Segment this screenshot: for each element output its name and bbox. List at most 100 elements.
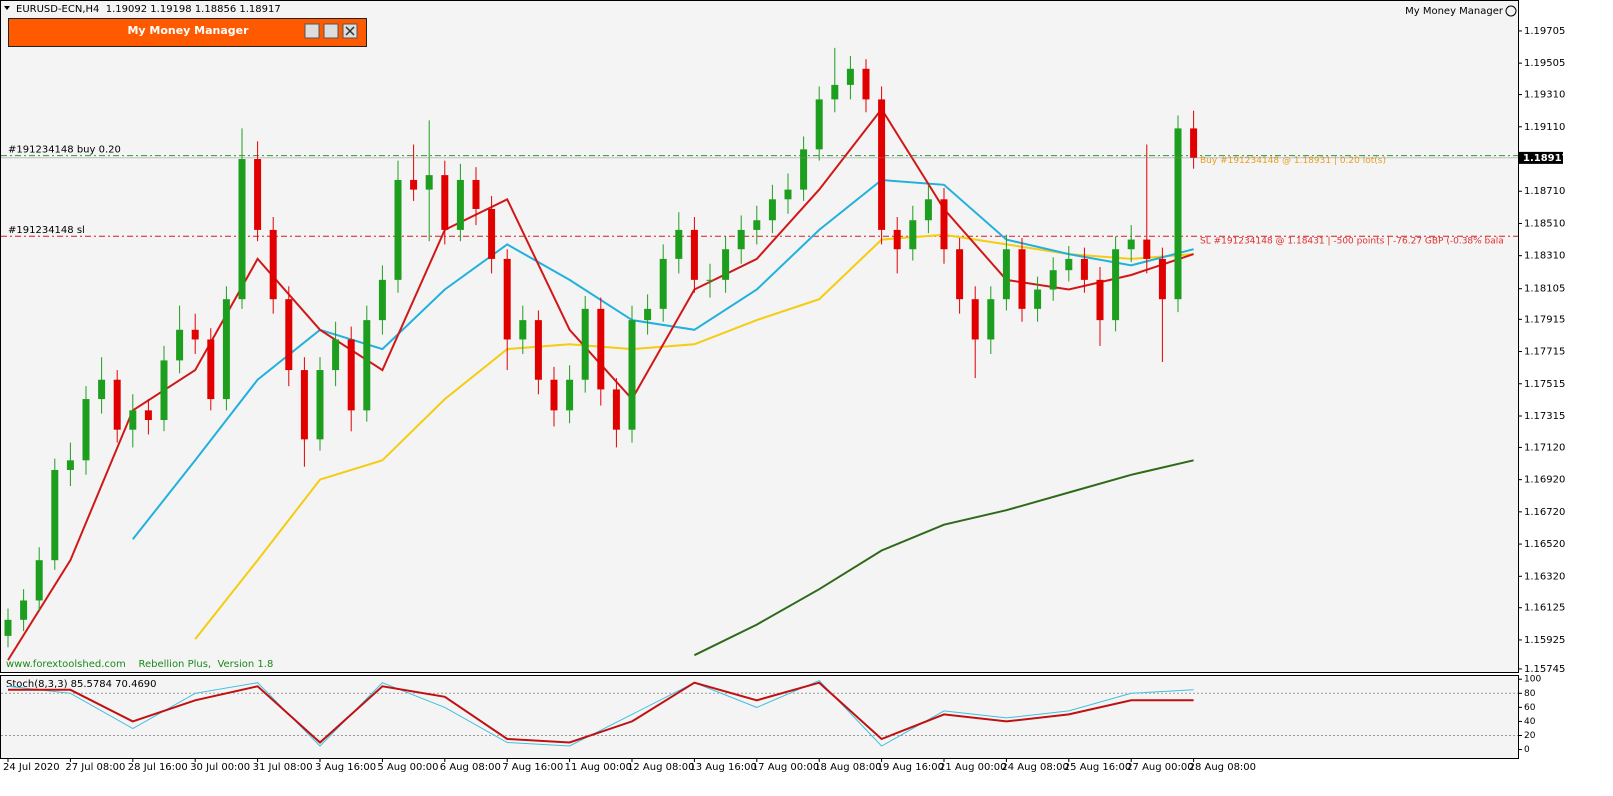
candle-body — [4, 619, 12, 636]
candle-body — [1127, 239, 1135, 250]
y-tick-label: 1.19110 — [1524, 122, 1565, 133]
candle-body — [597, 308, 605, 390]
x-tick-label: 11 Aug 00:00 — [565, 762, 632, 773]
x-tick-label: 6 Aug 08:00 — [440, 762, 501, 773]
candle-body — [706, 279, 714, 281]
candle-body — [1158, 258, 1166, 300]
y-tick-label: 1.16720 — [1524, 507, 1565, 518]
candle-body — [332, 339, 340, 371]
y-tick-label: 1.19310 — [1524, 90, 1565, 101]
footer-text: www.forextoolshed.com Rebellion Plus, Ve… — [6, 659, 273, 670]
candle-body — [753, 220, 761, 230]
y-tick-label: 1.15925 — [1524, 635, 1565, 646]
y-tick-label: 1.18510 — [1524, 218, 1565, 229]
x-tick-label: 24 Aug 08:00 — [1001, 762, 1068, 773]
order-label: #191234148 buy 0.20 — [8, 145, 121, 156]
y-tick-label: 1.17315 — [1524, 411, 1565, 422]
candle-body — [254, 159, 262, 230]
candle-body — [503, 258, 511, 340]
candle-body — [488, 208, 496, 259]
candle-body — [441, 175, 449, 230]
y-tick-label: 1.16520 — [1524, 539, 1565, 550]
y-tick-label: 1.18310 — [1524, 251, 1565, 262]
candle-body — [1174, 128, 1182, 300]
candle-body — [628, 320, 636, 430]
stoch-label: Stoch(8,3,3) 85.5784 70.4690 — [6, 679, 157, 690]
candle-body — [1034, 289, 1042, 309]
x-tick-label: 17 Aug 00:00 — [752, 762, 819, 773]
symbol-info: EURUSD-ECN,H4 1.19092 1.19198 1.18856 1.… — [16, 4, 281, 15]
y-tick-label: 1.16320 — [1524, 571, 1565, 582]
candle-body — [1049, 270, 1057, 290]
close-icon — [345, 26, 355, 36]
candle-body — [924, 199, 932, 221]
x-tick-label: 28 Aug 08:00 — [1189, 762, 1256, 773]
dropdown-icon[interactable] — [4, 6, 10, 10]
order-label: #191234148 sl — [8, 225, 85, 236]
candle-body — [878, 99, 886, 230]
stoch-tick-label: 40 — [1524, 717, 1536, 727]
candle-body — [862, 68, 870, 100]
main-pane — [0, 0, 1519, 673]
candle-body — [456, 179, 464, 230]
moving-average — [693, 459, 1194, 657]
moving-average — [194, 233, 1194, 640]
candle-body — [394, 179, 402, 280]
y-tick-label: 1.18105 — [1524, 284, 1565, 295]
candle-body — [222, 299, 230, 400]
candle-body — [940, 199, 948, 250]
candle-body — [534, 320, 542, 380]
x-tick-label: 31 Jul 08:00 — [253, 762, 313, 773]
candle-body — [737, 229, 745, 250]
candle-body — [519, 320, 527, 340]
candle-body — [1002, 249, 1010, 300]
smiley — [1505, 5, 1517, 17]
candle-body — [316, 370, 324, 440]
y-tick-label: 1.19505 — [1524, 58, 1565, 69]
y-tick-label: 1.18710 — [1524, 186, 1565, 197]
candle-body — [129, 410, 137, 430]
candle-body — [98, 379, 106, 400]
minimize-button[interactable] — [323, 23, 339, 39]
x-tick-label: 18 Aug 08:00 — [814, 762, 881, 773]
panel-title: My Money Manager — [127, 24, 249, 37]
x-tick-label: 30 Jul 00:00 — [190, 762, 250, 773]
stoch-line — [7, 680, 1194, 747]
current-price-box — [1519, 151, 1563, 164]
candle-body — [1143, 239, 1151, 259]
stoch-pane — [0, 675, 1519, 759]
x-tick-label: 21 Aug 00:00 — [939, 762, 1006, 773]
x-tick-label: 5 Aug 00:00 — [377, 762, 438, 773]
candle-body — [659, 258, 667, 309]
candle-body — [82, 399, 90, 461]
candle-body — [1096, 279, 1104, 321]
stoch-tick-label: 100 — [1524, 675, 1541, 685]
candle-body — [550, 379, 558, 411]
candle-body — [144, 410, 152, 421]
candle-body — [378, 279, 386, 321]
x-tick-label: 12 Aug 08:00 — [627, 762, 694, 773]
candle-body — [1018, 249, 1026, 309]
moving-average — [132, 178, 1194, 540]
candle-body — [238, 159, 246, 300]
candle-body — [472, 179, 480, 209]
stoch-tick-label: 20 — [1524, 731, 1536, 741]
stoch-tick-label: 60 — [1524, 703, 1536, 713]
candle-body — [363, 320, 371, 411]
candle-body — [956, 249, 964, 300]
candle-body — [51, 469, 59, 561]
x-tick-label: 13 Aug 16:00 — [689, 762, 756, 773]
candle-body — [815, 99, 823, 150]
candle-body — [909, 220, 917, 250]
candle-body — [1080, 258, 1088, 280]
candle-body — [35, 560, 43, 601]
x-tick-label: 28 Jul 16:00 — [128, 762, 188, 773]
candle-body — [831, 84, 839, 100]
candle-body — [893, 229, 901, 250]
y-tick-label: 1.16920 — [1524, 475, 1565, 486]
settings-button[interactable] — [304, 23, 320, 39]
candle-body — [176, 329, 184, 361]
candle-body — [410, 179, 418, 190]
candle-body — [612, 389, 620, 430]
